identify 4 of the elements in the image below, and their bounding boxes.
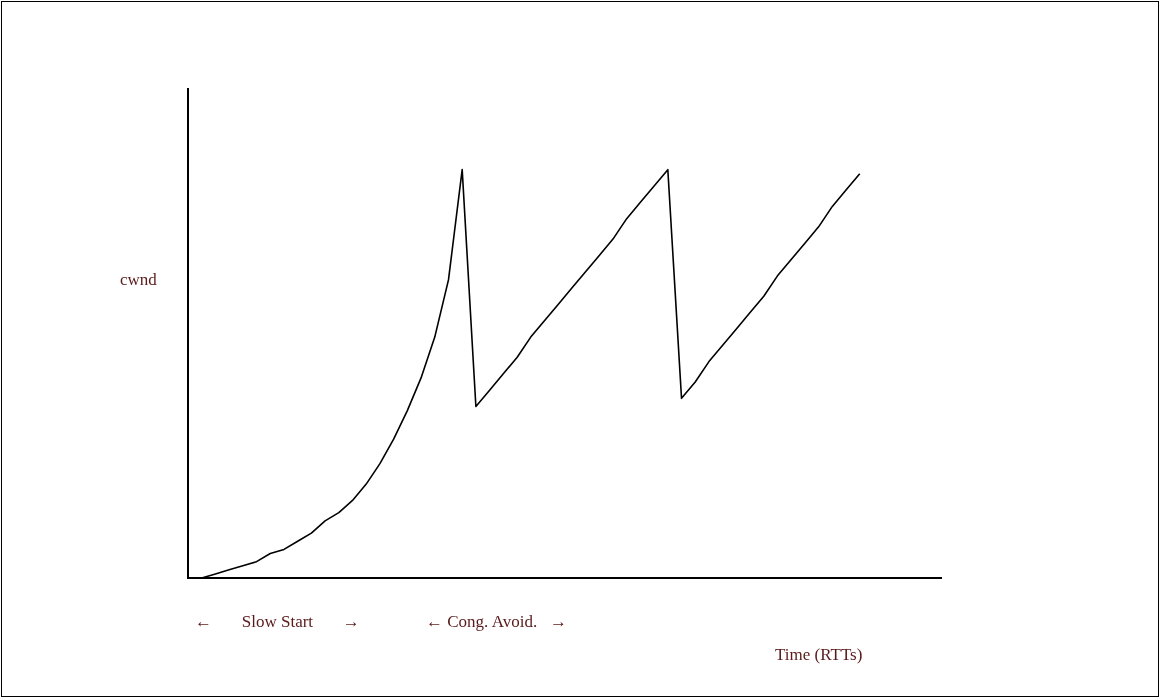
text: ← Cong. Avoid. → bbox=[426, 612, 567, 632]
y-axis-title: cwnd bbox=[120, 270, 157, 290]
x-axis-title: Time (RTTs) bbox=[775, 645, 863, 665]
text: ← Slow Start → bbox=[195, 612, 360, 632]
